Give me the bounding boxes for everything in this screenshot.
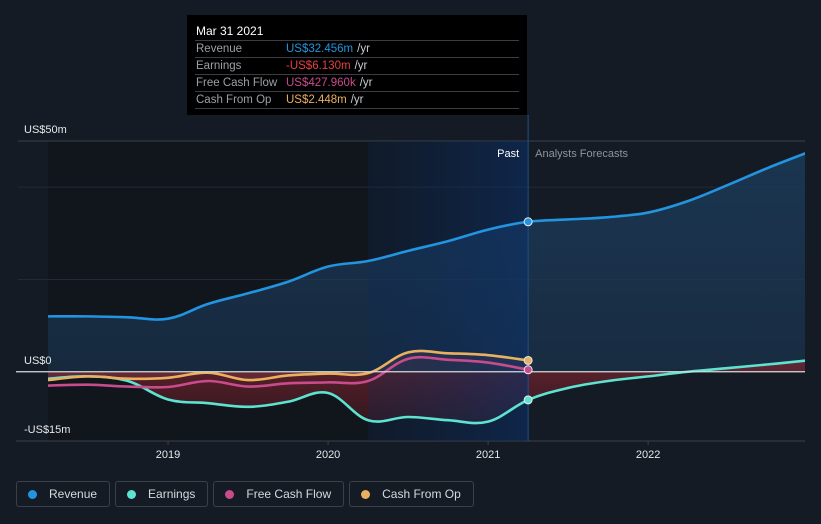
tooltip-unit: /yr [357,43,370,55]
tooltip-label: Revenue [196,43,243,55]
tooltip-value: -US$6.130m [286,60,351,72]
legend-item-revenue[interactable]: Revenue [16,481,111,507]
y-tick-label: US$50m [24,124,67,136]
legend-dot-icon [361,489,371,499]
cash-from-op-line [48,349,530,382]
y-tick-label: US$0 [24,355,52,367]
legend-dot-icon [127,489,137,499]
tooltip-value: US$2.448m [286,94,347,106]
past-label: Past [497,148,519,160]
revenue-line [48,152,805,321]
earnings-marker[interactable] [523,395,533,405]
tooltip-unit: /yr [350,94,364,106]
legend-item-free-cash-flow[interactable]: Free Cash Flow [213,481,345,507]
legend-label: Earnings [148,487,196,501]
legend-item-earnings[interactable]: Earnings [115,481,209,507]
tooltip-row-free-cash-flow: Free Cash Flow US$427.960k /yr [195,75,519,92]
tooltip-date: Mar 31 2021 [195,23,519,41]
tooltip-row-revenue: Revenue US$32.456m /yr [195,41,519,58]
revenue-marker[interactable] [523,217,533,227]
legend-dot-icon [225,489,235,499]
tooltip-label: Earnings [196,60,242,72]
y-tick-label: -US$15m [24,424,70,436]
tooltip-label: Cash From Op [196,94,272,106]
legend-label: Revenue [49,487,98,501]
tooltip-row-cash-from-op: Cash From Op US$2.448m /yr [195,92,519,109]
tooltip-value: US$427.960k [286,77,356,89]
tooltip: Mar 31 2021 Revenue US$32.456m /yr Earni… [187,15,527,115]
analysts-forecasts-label: Analysts Forecasts [535,148,628,160]
free-cash-flow-line [48,355,530,389]
tooltip-value: US$32.456m [286,43,354,55]
tooltip-unit: /yr [359,77,373,89]
x-tick-label: 2022 [636,449,660,461]
legend-label: Cash From Op [382,487,461,501]
legend-label: Free Cash Flow [246,487,332,501]
tooltip-label: Free Cash Flow [196,77,278,89]
legend-dot-icon [28,489,37,499]
x-tick-label: 2020 [316,449,340,461]
cash-from-op-marker[interactable] [523,355,533,365]
free-cash-flow-marker[interactable] [523,365,533,375]
legend: Revenue Earnings Free Cash Flow Cash Fro… [16,481,474,507]
past-highlight-region [368,141,529,441]
legend-item-cash-from-op[interactable]: Cash From Op [349,481,474,507]
x-tick-label: 2019 [156,449,180,461]
tooltip-row-earnings: Earnings -US$6.130m /yr [195,58,519,75]
tooltip-unit: /yr [354,60,368,72]
x-tick-label: 2021 [476,449,500,461]
